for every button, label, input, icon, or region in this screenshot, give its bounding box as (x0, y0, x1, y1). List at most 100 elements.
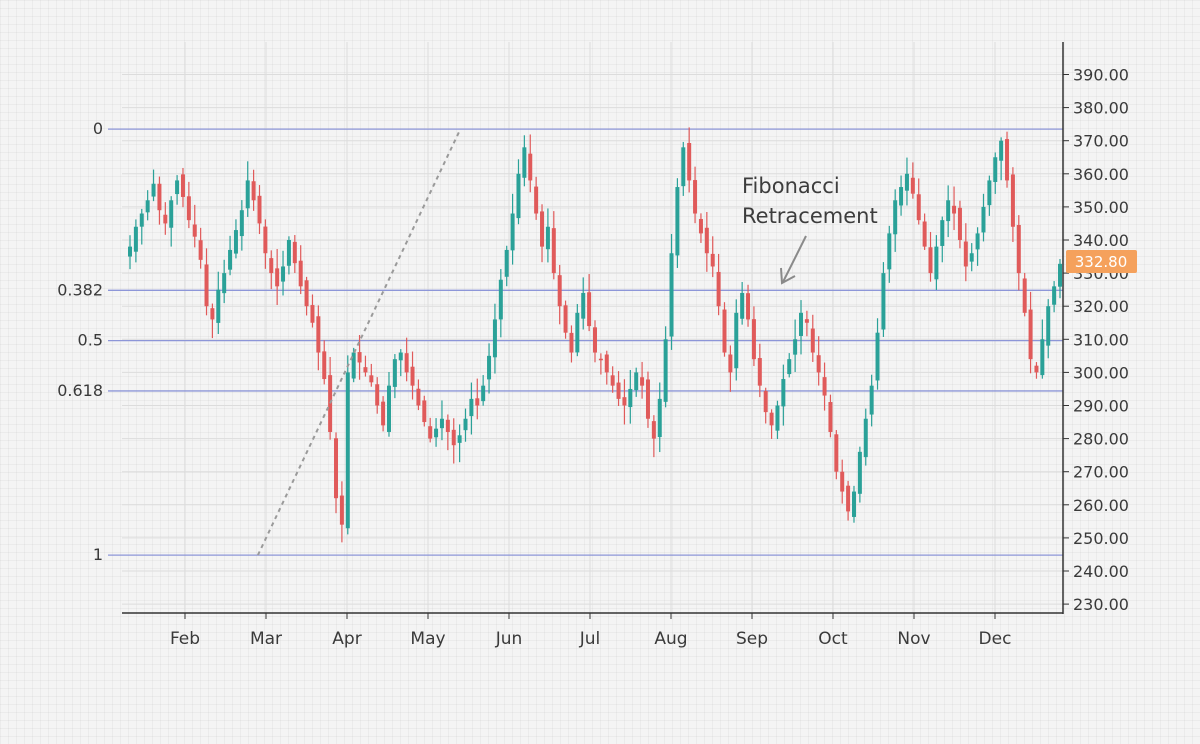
candle-body (934, 246, 939, 280)
candle-body (675, 187, 680, 256)
candle-body (257, 195, 262, 224)
y-tick-labels: 230.00 240.00 250.00 260.00 270.00 280.00 290.… (1063, 66, 1129, 614)
annotation-line-2: Retracement (742, 204, 878, 228)
candle-body (216, 289, 221, 323)
candle-body (169, 200, 174, 228)
candle-body (869, 385, 874, 415)
candle-body (316, 316, 321, 353)
candle-body (1016, 224, 1021, 274)
candle-body (498, 279, 503, 320)
candle-body (540, 211, 545, 247)
fib-level-label: 0.382 (57, 280, 103, 299)
candle-body (392, 359, 397, 387)
candle-body (840, 471, 845, 492)
candle-body (398, 352, 403, 361)
annotation-line-1: Fibonacci (742, 174, 840, 198)
candle-body (251, 181, 256, 201)
fib-level-label: 0 (93, 119, 103, 138)
candle-body (916, 194, 921, 221)
y-tick-label: 280.00 (1073, 430, 1129, 449)
candle-body (439, 418, 444, 429)
candle-body (245, 180, 250, 209)
candle-body (657, 398, 662, 438)
candle-body (681, 147, 686, 187)
candle-body (651, 421, 656, 439)
candle-body (763, 391, 768, 413)
candle-body (1052, 286, 1057, 305)
y-tick-label: 310.00 (1073, 330, 1129, 349)
candle-body (292, 241, 297, 264)
candle-body (463, 418, 468, 431)
candle-body (222, 273, 227, 294)
candle-body (716, 271, 721, 307)
candle-body (963, 241, 968, 267)
candle-body (239, 210, 244, 237)
candle-body (598, 358, 603, 361)
candle-body (369, 375, 374, 383)
y-tick-label: 230.00 (1073, 595, 1129, 614)
y-tick-label: 290.00 (1073, 397, 1129, 416)
candle-body (893, 200, 898, 235)
y-tick-label: 320.00 (1073, 297, 1129, 316)
x-tick-labels: Feb Mar Apr May Jun Jul Aug Sep Oct Nov Dec (170, 613, 1012, 649)
y-tick-label: 370.00 (1073, 132, 1129, 151)
annotation: Fibonacci Retracement (742, 174, 878, 285)
candle-body (492, 319, 497, 358)
annotation-arrow-shaft (782, 235, 807, 283)
candle-body (922, 221, 927, 247)
candle-body (522, 147, 527, 178)
y-tick-label: 380.00 (1073, 99, 1129, 118)
x-tick-label: Dec (979, 629, 1012, 649)
candle-body (551, 228, 556, 274)
candle-body (557, 275, 562, 307)
candle-body (198, 240, 203, 260)
candle-body (952, 205, 957, 214)
x-tick-label: May (410, 629, 445, 649)
candle-body (698, 218, 703, 234)
candle-body (334, 438, 339, 499)
candle-body (310, 305, 315, 323)
candle-body (298, 260, 303, 287)
last-price-background (1066, 250, 1137, 273)
candle-body (192, 224, 197, 237)
candle-body (416, 388, 421, 406)
candle-body (816, 355, 821, 373)
y-tick-label: 360.00 (1073, 165, 1129, 184)
candle-body (163, 214, 168, 224)
candle-body (133, 226, 138, 252)
x-tick-label: Nov (897, 629, 930, 649)
candle-body (993, 157, 998, 183)
candle-body (822, 377, 827, 396)
candle-body (581, 292, 586, 319)
last-price-tag: 332.80 (1066, 250, 1137, 273)
y-tick-label: 390.00 (1073, 66, 1129, 85)
candle-body (286, 240, 291, 266)
candle-body (775, 405, 780, 431)
candle-body (863, 418, 868, 458)
annotation-arrow-head (780, 267, 796, 285)
candle-body (828, 402, 833, 432)
x-tick-label: Jun (495, 629, 523, 649)
last-price-label: 332.80 (1075, 253, 1128, 271)
y-tick-label: 300.00 (1073, 363, 1129, 382)
candle-body (728, 354, 733, 373)
candle-body (710, 253, 715, 267)
candle-body (204, 264, 209, 307)
candle-body (175, 180, 180, 195)
candle-body (210, 308, 215, 320)
candle-body (1022, 278, 1027, 313)
candle-body (899, 187, 904, 206)
candle-body (569, 332, 574, 353)
fib-level-label: 0.618 (57, 381, 103, 400)
candle-body (186, 196, 191, 221)
candle-body (628, 388, 633, 408)
candlesticks (128, 127, 1062, 543)
candle-body (475, 398, 480, 406)
x-tick-label: Apr (332, 629, 361, 649)
y-tick-label: 250.00 (1073, 529, 1129, 548)
fib-level-label: 0.5 (78, 331, 103, 350)
x-tick-label: Sep (736, 629, 768, 649)
x-tick-label: Mar (250, 629, 282, 649)
candle-body (357, 352, 362, 363)
candle-body (834, 434, 839, 472)
